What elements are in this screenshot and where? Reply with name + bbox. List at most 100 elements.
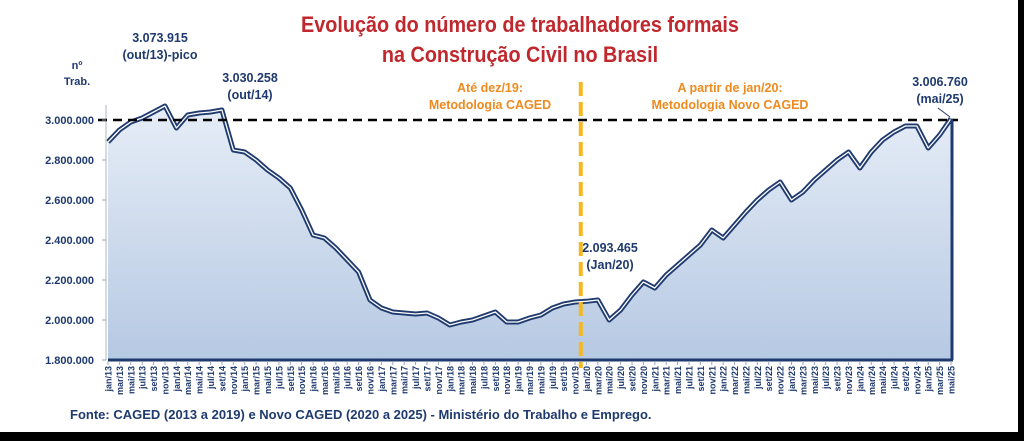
frame-right: [1018, 0, 1024, 441]
y-axis-unit: nº Trab.: [60, 58, 94, 90]
may25-label: (mai/25): [916, 92, 964, 106]
x-tick-label: jul/21: [684, 366, 694, 390]
may25-value: 3.006.760: [912, 75, 968, 89]
x-tick-label: mar/22: [730, 366, 740, 395]
x-tick-label: jul/13: [138, 366, 148, 390]
peak-annotation: 3.073.915 (out/13)-pico: [105, 30, 215, 64]
x-tick-label: nov/20: [639, 366, 649, 395]
oct14-label: (out/14): [227, 88, 273, 102]
after-methodology-note: A partir de jan/20: Metodologia Novo CAG…: [640, 80, 820, 114]
x-tick-label: mar/24: [867, 366, 877, 395]
before-line2: Metodologia CAGED: [428, 98, 552, 112]
x-tick-label: nov/23: [844, 366, 854, 395]
jan20-label: (Jan/20): [586, 258, 634, 272]
x-tick-label: jan/23: [787, 366, 797, 393]
x-tick-label: set/24: [901, 366, 911, 392]
y-tick-label: 3.000.000: [45, 115, 94, 127]
x-tick-label: set/15: [286, 366, 296, 392]
x-tick-label: jan/24: [855, 366, 865, 393]
y-tick-label: 2.400.000: [45, 235, 94, 247]
x-tick-label: nov/24: [912, 366, 922, 395]
y-tick-label: 2.200.000: [45, 275, 94, 287]
x-tick-label: mar/23: [798, 366, 808, 395]
may25-annotation: 3.006.760 (mai/25): [900, 74, 980, 108]
before-methodology-note: Até dez/19: Metodologia CAGED: [410, 80, 570, 114]
x-tick-label: jul/17: [411, 366, 421, 390]
oct14-value: 3.030.258: [222, 71, 278, 85]
x-tick-label: mar/16: [320, 366, 330, 395]
x-tick-label: nov/17: [434, 366, 444, 395]
x-tick-label: jan/22: [719, 366, 729, 393]
x-tick-label: jan/18: [445, 366, 455, 393]
x-tick-label: jul/20: [616, 366, 626, 390]
x-tick-label: nov/22: [776, 366, 786, 395]
peak-value: 3.073.915: [132, 31, 188, 45]
x-tick-label: set/21: [696, 366, 706, 392]
x-tick-label: mai/14: [195, 366, 205, 394]
y-tick-label: 2.600.000: [45, 195, 94, 207]
x-tick-label: mar/20: [593, 366, 603, 395]
x-tick-label: nov/15: [297, 366, 307, 395]
x-tick-label: mar/17: [388, 366, 398, 395]
after-line1: A partir de jan/20:: [677, 81, 783, 95]
x-tick-label: nov/13: [160, 366, 170, 395]
x-tick-label: jul/19: [548, 366, 558, 390]
x-tick-label: set/13: [149, 366, 159, 392]
x-tick-label: mar/15: [252, 366, 262, 395]
x-tick-label: mai/20: [605, 366, 615, 394]
x-tick-label: jan/20: [582, 366, 592, 393]
x-tick-label: jul/24: [890, 366, 900, 390]
oct14-annotation: 3.030.258 (out/14): [210, 70, 290, 104]
after-line2: Metodologia Novo CAGED: [651, 98, 809, 112]
x-tick-label: mai/24: [878, 366, 888, 394]
y-tick-label: 2.800.000: [45, 155, 94, 167]
frame-bottom: [0, 432, 1024, 441]
y-unit-line2: Trab.: [63, 76, 91, 88]
source-note: Fonte: CAGED (2013 a 2019) e Novo CAGED …: [70, 407, 652, 422]
x-tick-label: jan/14: [172, 366, 182, 393]
jan20-annotation: 2.093.465 (Jan/20): [570, 240, 650, 274]
x-tick-label: mar/13: [115, 366, 125, 395]
x-tick-label: mai/21: [673, 366, 683, 394]
x-tick-label: nov/18: [502, 366, 512, 395]
x-tick-label: jul/23: [821, 366, 831, 390]
x-tick-label: mai/15: [263, 366, 273, 394]
x-tick-label: nov/21: [707, 366, 717, 395]
before-line1: Até dez/19:: [457, 81, 523, 95]
x-tick-label: set/18: [491, 366, 501, 392]
chart-title-line2: na Construção Civil no Brasil: [381, 42, 659, 67]
x-tick-label: jul/18: [479, 366, 489, 390]
x-tick-label: set/14: [217, 366, 227, 392]
x-tick-label: jul/16: [343, 366, 353, 390]
x-tick-label: nov/16: [366, 366, 376, 395]
x-tick-label: mai/22: [741, 366, 751, 394]
x-tick-label: set/19: [559, 366, 569, 392]
x-tick-label: mar/19: [525, 366, 535, 395]
x-tick-label: mai/17: [400, 366, 410, 394]
x-tick-label: jan/16: [309, 366, 319, 393]
x-tick-label: set/23: [833, 366, 843, 392]
x-tick-label: mai/23: [810, 366, 820, 394]
x-tick-label: jul/22: [753, 366, 763, 390]
x-tick-label: mai/13: [126, 366, 136, 394]
chart-title-line1: Evolução do número de trabalhadores form…: [301, 12, 739, 37]
y-unit-line1: nº: [71, 60, 83, 72]
x-tick-label: jul/15: [274, 366, 284, 390]
x-tick-label: mar/21: [662, 366, 672, 395]
peak-label: (out/13)-pico: [122, 48, 198, 62]
area-fill: [108, 106, 951, 360]
x-tick-label: set/17: [422, 366, 432, 392]
x-tick-label: mai/16: [331, 366, 341, 394]
x-tick-label: jan/15: [240, 366, 250, 393]
x-tick-label: nov/19: [571, 366, 581, 395]
x-tick-label: mar/14: [183, 366, 193, 395]
x-tick-label: mai/18: [468, 366, 478, 394]
x-tick-label: mai/19: [536, 366, 546, 394]
x-tick-label: jan/25: [924, 366, 934, 393]
y-tick-label: 1.800.000: [45, 355, 94, 367]
x-tick-label: nov/14: [229, 366, 239, 395]
x-tick-label: mai/25: [947, 366, 957, 394]
x-tick-label: jan/17: [377, 366, 387, 393]
x-tick-label: jul/14: [206, 366, 216, 390]
